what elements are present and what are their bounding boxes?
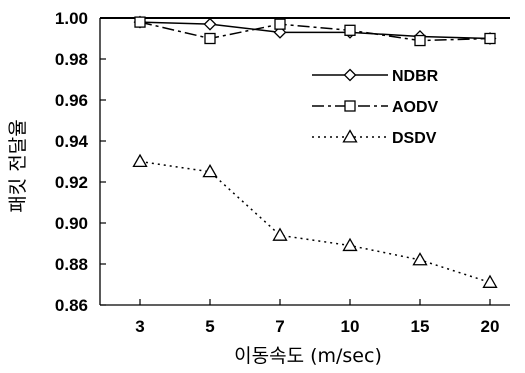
- point-aodv: [204, 32, 216, 45]
- y-axis-title: 패킷 전달율: [7, 119, 29, 212]
- x-tick-label: 20: [481, 317, 500, 336]
- y-tick-label: 0.98: [55, 50, 88, 69]
- legend-label-dsdv: DSDV: [392, 130, 437, 147]
- legend-item-ndbr: NDBR: [312, 68, 439, 85]
- point-aodv: [134, 16, 146, 28]
- point-aodv: [274, 18, 286, 30]
- legend-item-dsdv: DSDV: [312, 129, 437, 147]
- legend: NDBR AODV DSDV: [312, 68, 439, 147]
- point-aodv: [484, 32, 496, 45]
- x-tick-label: 7: [275, 317, 284, 336]
- y-tick-label: 1.00: [55, 9, 88, 28]
- series-line-dsdv: [139, 160, 491, 284]
- y-tick-label: 0.86: [55, 296, 88, 315]
- y-tick-label: 0.96: [55, 91, 88, 110]
- point-dsdv: [482, 274, 498, 288]
- series-aodv: [134, 16, 496, 47]
- legend-marker-ndbr: [343, 68, 357, 82]
- x-axis-ticks: 3 5 7 10 15 20: [135, 299, 499, 336]
- y-tick-label: 0.90: [55, 214, 88, 233]
- point-ndbr: [203, 17, 217, 31]
- x-tick-label: 15: [411, 317, 430, 336]
- legend-label-aodv: AODV: [392, 99, 439, 116]
- y-tick-label: 0.94: [55, 132, 89, 151]
- legend-label-ndbr: NDBR: [392, 68, 439, 85]
- x-axis-title: 이동속도 (m/sec): [234, 345, 382, 367]
- series-dsdv: [132, 153, 498, 288]
- x-tick-label: 3: [135, 317, 144, 336]
- point-dsdv: [132, 153, 148, 168]
- legend-item-aodv: AODV: [312, 99, 439, 116]
- y-axis-ticks: 1.00 0.98 0.96 0.94 0.92 0.90 0.88 0.86: [55, 9, 106, 315]
- series-line-aodv: [139, 21, 491, 42]
- legend-marker-dsdv: [342, 129, 358, 143]
- point-dsdv: [272, 227, 288, 241]
- plot-area: [99, 17, 510, 306]
- y-tick-label: 0.88: [55, 255, 88, 274]
- point-aodv: [344, 24, 356, 36]
- point-dsdv: [412, 252, 428, 266]
- x-tick-label: 10: [341, 317, 360, 336]
- series-line-ndbr: [139, 21, 491, 40]
- legend-marker-aodv: [344, 100, 356, 112]
- point-dsdv: [342, 237, 358, 252]
- x-tick-label: 5: [205, 317, 214, 336]
- y-tick-label: 0.92: [55, 173, 88, 192]
- point-dsdv: [202, 163, 218, 178]
- point-aodv: [414, 34, 426, 47]
- series-layer: [132, 15, 498, 288]
